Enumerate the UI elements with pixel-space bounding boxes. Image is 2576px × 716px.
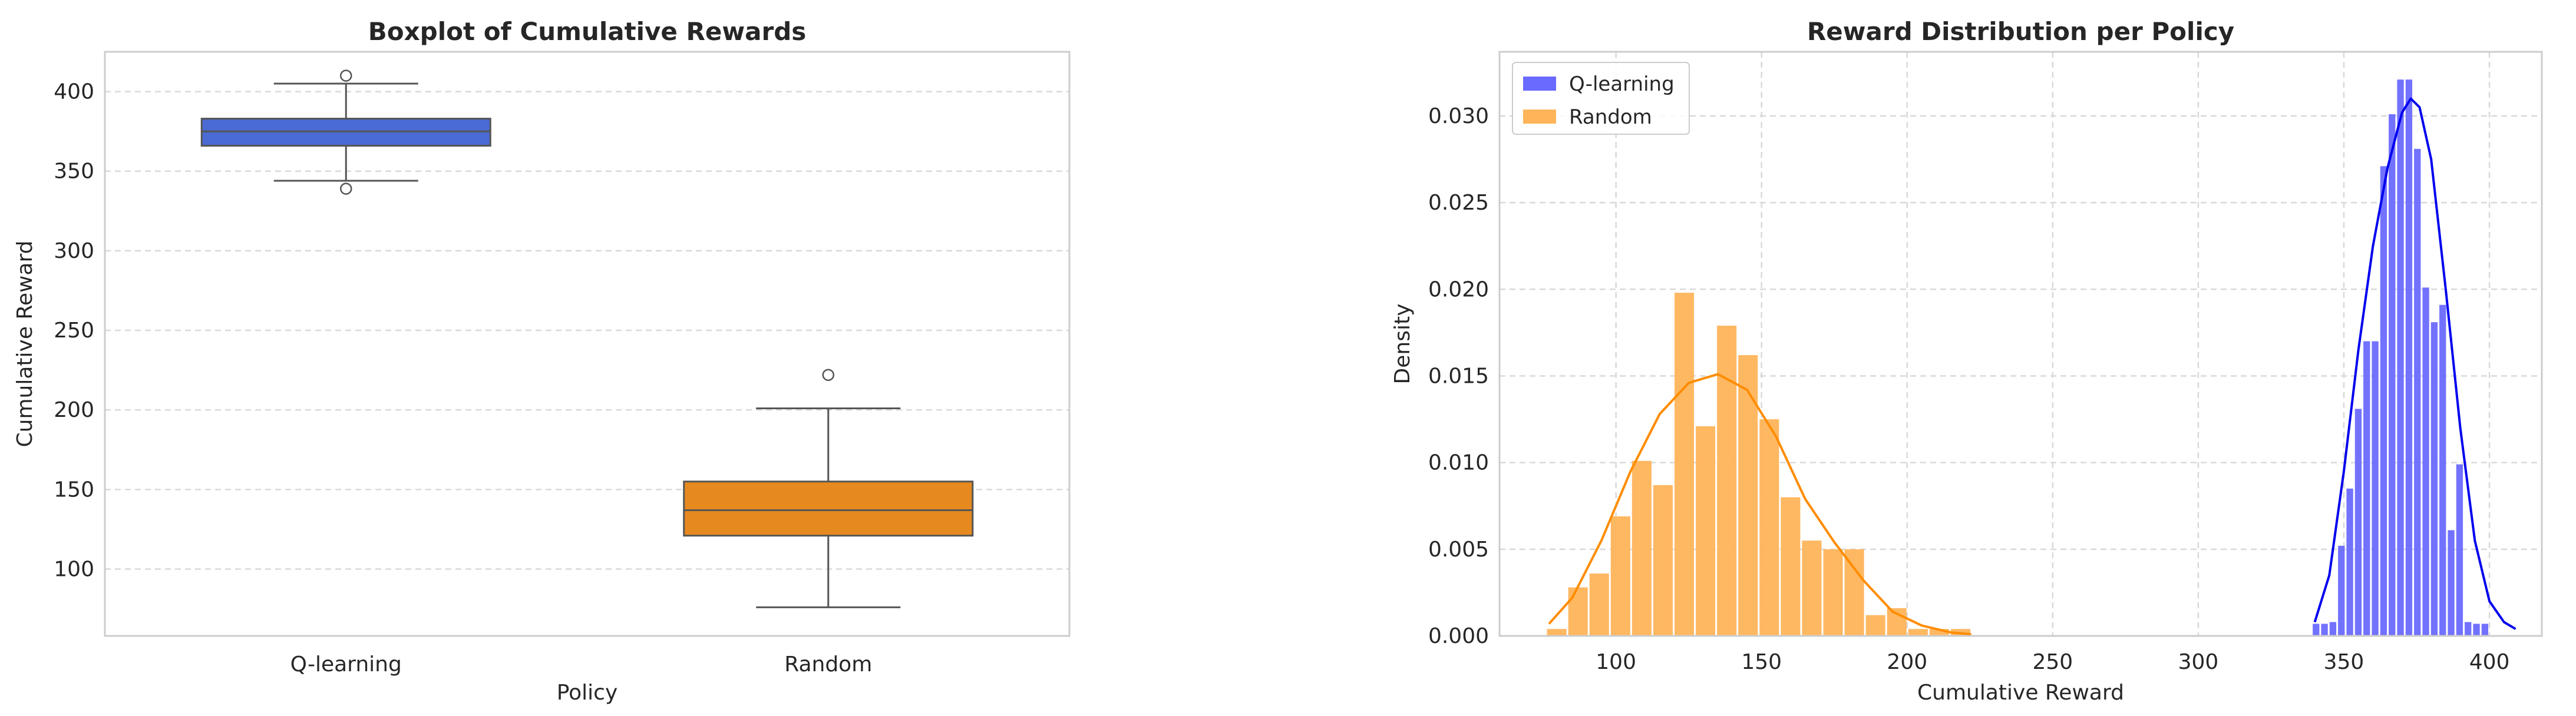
histogram-bar-random <box>1865 615 1885 636</box>
x-tick-label: 350 <box>2324 650 2364 674</box>
legend-frame <box>1512 62 1690 135</box>
x-tick-label: 400 <box>2469 650 2510 674</box>
boxplot-gridlines <box>105 91 1069 570</box>
kde-line-q-learning <box>2313 97 2516 630</box>
boxplot-y-ticks: 100 150 200 250 300 350 400 <box>54 80 94 582</box>
histogram-bar-q-learning <box>2405 79 2413 637</box>
y-tick-label: 0.030 <box>1428 104 1489 128</box>
boxplot-x-ticks: Q-learning Random <box>290 652 873 677</box>
outlier-point-q-learning <box>340 183 352 195</box>
x-tick-label: Random <box>784 652 872 677</box>
histogram-bar-q-learning <box>2380 166 2387 636</box>
kde-line-random <box>1548 373 1971 636</box>
boxplot-frame <box>104 51 1071 637</box>
histogram-bar-q-learning <box>2313 624 2320 636</box>
histogram-bar-q-learning <box>2473 624 2480 636</box>
histogram-bar-q-learning <box>2354 409 2362 636</box>
histogram-bar-q-learning <box>2481 624 2489 636</box>
boxplot-marks <box>200 69 974 608</box>
histogram-bar-q-learning <box>2372 341 2379 636</box>
histogram-bar-random <box>1887 608 1907 636</box>
legend-label-random: Random <box>1569 105 1652 129</box>
histogram-y-ticks: 0.000 0.005 0.010 0.015 0.020 0.025 0.030 <box>1428 104 1489 648</box>
y-tick-label: 400 <box>54 80 94 104</box>
histogram-bar-random <box>1653 485 1673 636</box>
histogram-bar-q-learning <box>2448 530 2455 636</box>
histogram-bar-q-learning <box>2346 488 2353 636</box>
histogram-bar-random <box>1632 460 1652 636</box>
histogram-bar-random <box>1908 629 1928 636</box>
x-tick-label: 300 <box>2178 650 2219 674</box>
legend-swatch-q-learning <box>1523 77 1556 91</box>
y-tick-label: 100 <box>54 557 94 581</box>
y-tick-label: 0.010 <box>1428 451 1489 475</box>
y-tick-label: 0.020 <box>1428 277 1489 301</box>
histogram-bar-random <box>1844 549 1864 636</box>
histogram-bar-random <box>1759 419 1779 636</box>
outlier-point-random <box>822 369 834 381</box>
histogram-bar-random <box>1823 549 1843 636</box>
histogram-bar-random <box>1929 629 1949 636</box>
histogram-bar-q-learning <box>2321 624 2328 636</box>
x-tick-label: 100 <box>1596 650 1636 674</box>
legend-label-q-learning: Q-learning <box>1569 72 1675 96</box>
histogram-bar-q-learning <box>2397 79 2404 637</box>
histogram-bar-random <box>1589 574 1609 636</box>
histogram-bar-q-learning <box>2389 114 2396 636</box>
legend: Q-learning Random <box>1512 62 1690 135</box>
histogram-bar-q-learning <box>2456 464 2463 636</box>
legend-swatch-random <box>1523 110 1556 124</box>
histogram-bar-random <box>1568 587 1588 636</box>
histogram-bar-q-learning <box>2338 545 2345 636</box>
boxplot-x-axis-label: Policy <box>557 681 618 705</box>
histogram-bar-random <box>1674 293 1695 636</box>
histogram-bar-random <box>1547 629 1567 636</box>
histogram-title: Reward Distribution per Policy <box>1807 17 2234 46</box>
histogram-marks <box>1547 79 2516 637</box>
y-tick-label: 0.025 <box>1428 191 1489 215</box>
x-tick-label: Q-learning <box>290 652 402 677</box>
histogram-bar-random <box>1738 355 1758 636</box>
histogram-bar-q-learning <box>2363 341 2370 636</box>
histogram-bar-q-learning <box>2439 304 2446 636</box>
boxplot-y-axis-label: Cumulative Reward <box>13 241 37 448</box>
histogram-bar-q-learning <box>2465 622 2472 636</box>
y-tick-label: 350 <box>54 160 94 184</box>
histogram-bar-random <box>1717 326 1737 636</box>
y-tick-label: 300 <box>54 239 94 263</box>
histogram-x-ticks: 100 150 200 250 300 350 400 <box>1596 650 2509 674</box>
histogram-bar-random <box>1781 497 1801 636</box>
histogram-bar-q-learning <box>2414 148 2421 637</box>
y-tick-label: 150 <box>54 478 94 502</box>
box-random <box>683 480 974 537</box>
y-tick-label: 200 <box>54 398 94 422</box>
y-tick-label: 250 <box>54 319 94 343</box>
histogram-bar-random <box>1610 516 1630 636</box>
y-tick-label: 0.000 <box>1428 624 1489 648</box>
y-tick-label: 0.005 <box>1428 538 1489 562</box>
histogram-bar-random <box>1696 426 1716 636</box>
histogram-y-axis-label: Density <box>1391 304 1415 384</box>
outlier-point-q-learning <box>340 69 352 82</box>
histogram-bar-random <box>1802 541 1822 636</box>
histogram-frame <box>1498 51 2543 637</box>
histogram-bar-q-learning <box>2430 322 2438 636</box>
y-tick-label: 0.015 <box>1428 364 1489 388</box>
x-tick-label: 150 <box>1741 650 1782 674</box>
boxplot-title: Boxplot of Cumulative Rewards <box>368 17 807 46</box>
histogram-bar-q-learning <box>2329 622 2337 636</box>
x-tick-label: 250 <box>2032 650 2073 674</box>
boxplot-panel: 100 150 200 250 300 350 400 Q-learning Random B… <box>13 17 1071 705</box>
x-tick-label: 200 <box>1887 650 1927 674</box>
histogram-bar-q-learning <box>2422 287 2429 636</box>
histogram-x-axis-label: Cumulative Reward <box>1917 681 2124 705</box>
